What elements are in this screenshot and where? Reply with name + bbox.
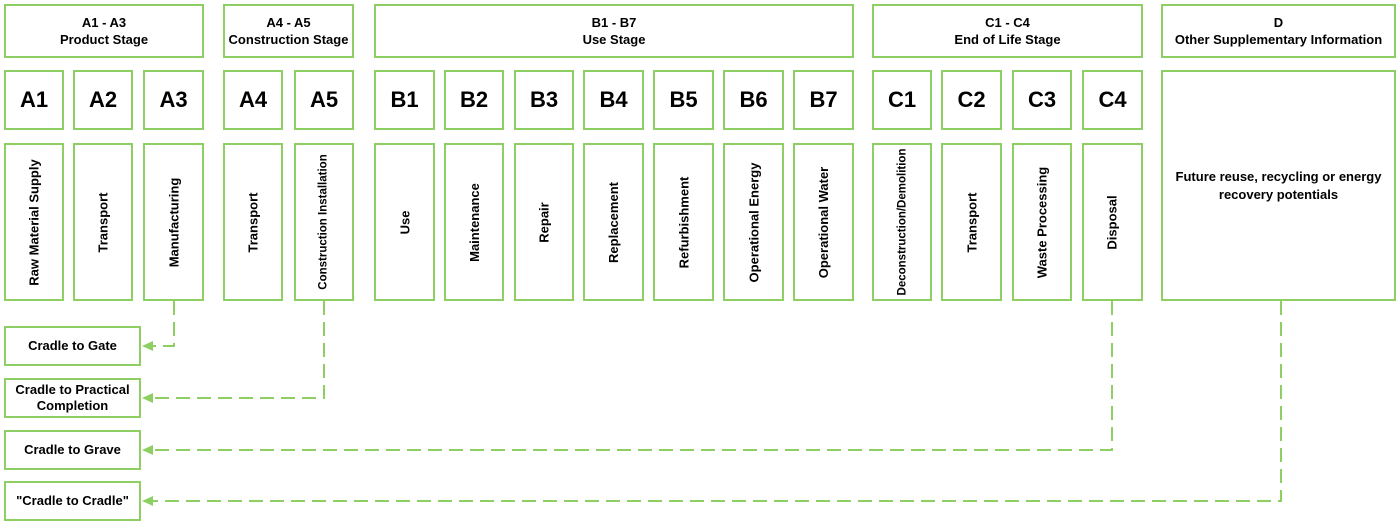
module-code-b7: B7 xyxy=(793,70,854,130)
module-label-c4: Disposal xyxy=(1082,143,1143,301)
module-label-b5: Refurbishment xyxy=(653,143,714,301)
arrowhead-gate xyxy=(142,341,153,351)
module-label-b1: Use xyxy=(374,143,435,301)
arrowhead-cradle xyxy=(142,496,153,506)
module-code-b6: B6 xyxy=(723,70,784,130)
module-code-c1: C1 xyxy=(872,70,932,130)
connector-a5-to-practical-completion xyxy=(152,301,325,399)
module-code-c4: C4 xyxy=(1082,70,1143,130)
connector-d-to-cradle xyxy=(152,301,1282,502)
stage-name: Other Supplementary Information xyxy=(1174,32,1383,47)
result-cradle-to-gate: Cradle to Gate xyxy=(4,326,141,366)
module-code-b1: B1 xyxy=(374,70,435,130)
module-label-b7: Operational Water xyxy=(793,143,854,301)
module-label-b3: Repair xyxy=(514,143,574,301)
stage-name: End of Life Stage xyxy=(954,32,1061,47)
module-code-a2: A2 xyxy=(73,70,133,130)
connector-a3-to-gate xyxy=(152,301,175,347)
result-cradle-to-grave: Cradle to Grave xyxy=(4,430,141,470)
stage-header-product: A1 - A3 Product Stage xyxy=(4,4,204,58)
module-d-description: Future reuse, recycling or energy recove… xyxy=(1161,70,1396,301)
arrowhead-practical-completion xyxy=(142,393,153,403)
arrowhead-grave xyxy=(142,445,153,455)
module-code-a1: A1 xyxy=(4,70,64,130)
stage-name: Use Stage xyxy=(582,32,646,47)
module-code-b3: B3 xyxy=(514,70,574,130)
stage-code: A4 - A5 xyxy=(266,15,311,30)
module-label-a2: Transport xyxy=(73,143,133,301)
stage-header-end-of-life: C1 - C4 End of Life Stage xyxy=(872,4,1143,58)
module-label-b6: Operational Energy xyxy=(723,143,784,301)
module-label-a3: Manufacturing xyxy=(143,143,204,301)
stage-header-use: B1 - B7 Use Stage xyxy=(374,4,854,58)
module-code-b4: B4 xyxy=(583,70,644,130)
module-code-c2: C2 xyxy=(941,70,1002,130)
module-code-b2: B2 xyxy=(444,70,504,130)
module-code-a4: A4 xyxy=(223,70,283,130)
module-label-a1: Raw Material Supply xyxy=(4,143,64,301)
connector-c4-to-grave xyxy=(152,301,1113,451)
stage-code: D xyxy=(1273,15,1284,30)
stage-code: A1 - A3 xyxy=(81,15,127,30)
stage-header-construction: A4 - A5 Construction Stage xyxy=(223,4,354,58)
module-label-a4: Transport xyxy=(223,143,283,301)
module-label-b4: Replacement xyxy=(583,143,644,301)
stage-name: Product Stage xyxy=(59,32,149,47)
module-label-c2: Transport xyxy=(941,143,1002,301)
stage-header-supplementary: D Other Supplementary Information xyxy=(1161,4,1396,58)
module-code-b5: B5 xyxy=(653,70,714,130)
result-cradle-to-practical-completion: Cradle to Practical Completion xyxy=(4,378,141,418)
stage-name: Construction Stage xyxy=(228,32,349,47)
module-code-c3: C3 xyxy=(1012,70,1072,130)
module-label-c1: Deconstruction/Demolition xyxy=(872,143,932,301)
module-label-a5: Construction Installation xyxy=(294,143,354,301)
stage-code: B1 - B7 xyxy=(591,15,637,30)
stage-code: C1 - C4 xyxy=(985,15,1030,30)
module-label-c3: Waste Processing xyxy=(1012,143,1072,301)
result-cradle-to-cradle: "Cradle to Cradle" xyxy=(4,481,141,521)
module-code-a3: A3 xyxy=(143,70,204,130)
module-code-a5: A5 xyxy=(294,70,354,130)
module-label-b2: Maintenance xyxy=(444,143,504,301)
